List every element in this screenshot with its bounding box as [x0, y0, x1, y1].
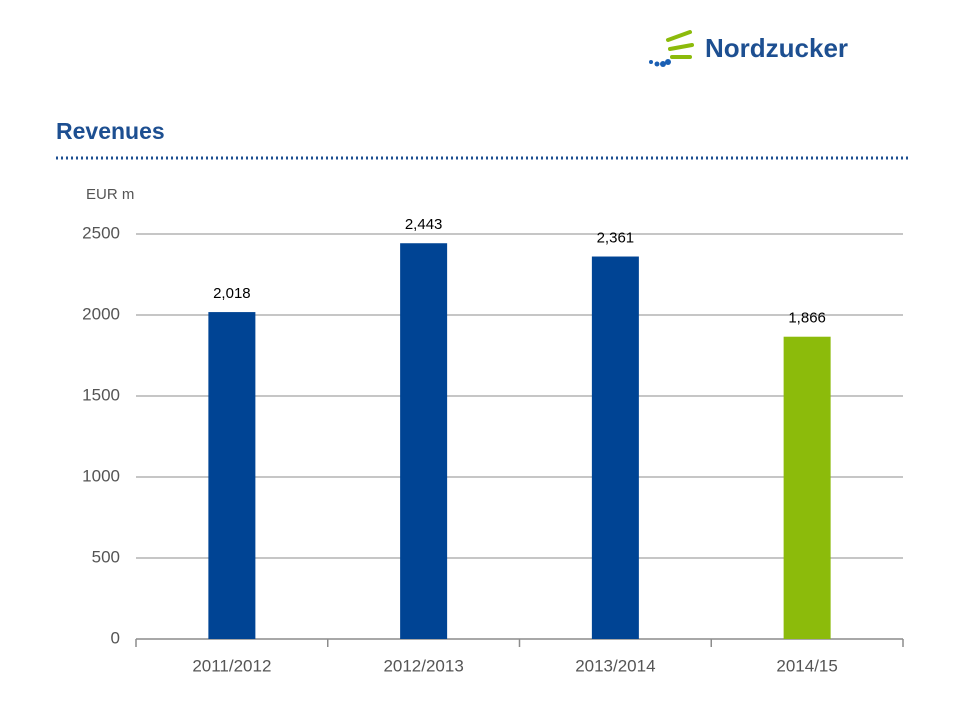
- logo-mark: [666, 30, 694, 59]
- y-tick-label: 1500: [82, 385, 120, 404]
- value-label: 2,361: [597, 229, 635, 246]
- x-tick-label: 2011/2012: [192, 656, 271, 675]
- bar: [208, 312, 256, 639]
- bar: [591, 256, 639, 639]
- logo-dots: [649, 59, 671, 67]
- bar: [783, 336, 831, 639]
- logo: Nordzucker: [649, 30, 848, 67]
- value-label: 1,866: [788, 310, 826, 327]
- value-label: 2,018: [213, 285, 251, 302]
- y-tick-label: 2500: [82, 223, 120, 242]
- x-tick-label: 2014/15: [776, 656, 837, 675]
- y-tick-label: 500: [92, 547, 120, 566]
- y-axis-label: EUR m: [86, 186, 134, 203]
- x-tick-label: 2013/2014: [575, 656, 655, 675]
- logo-text: Nordzucker: [705, 33, 848, 63]
- x-tick-label: 2012/2013: [383, 656, 463, 675]
- y-tick-label: 1000: [82, 466, 120, 485]
- bar: [400, 243, 448, 639]
- value-label: 2,443: [405, 216, 443, 233]
- y-tick-label: 2000: [82, 304, 120, 323]
- chart-title: Revenues: [56, 118, 165, 144]
- y-tick-label: 0: [111, 628, 120, 647]
